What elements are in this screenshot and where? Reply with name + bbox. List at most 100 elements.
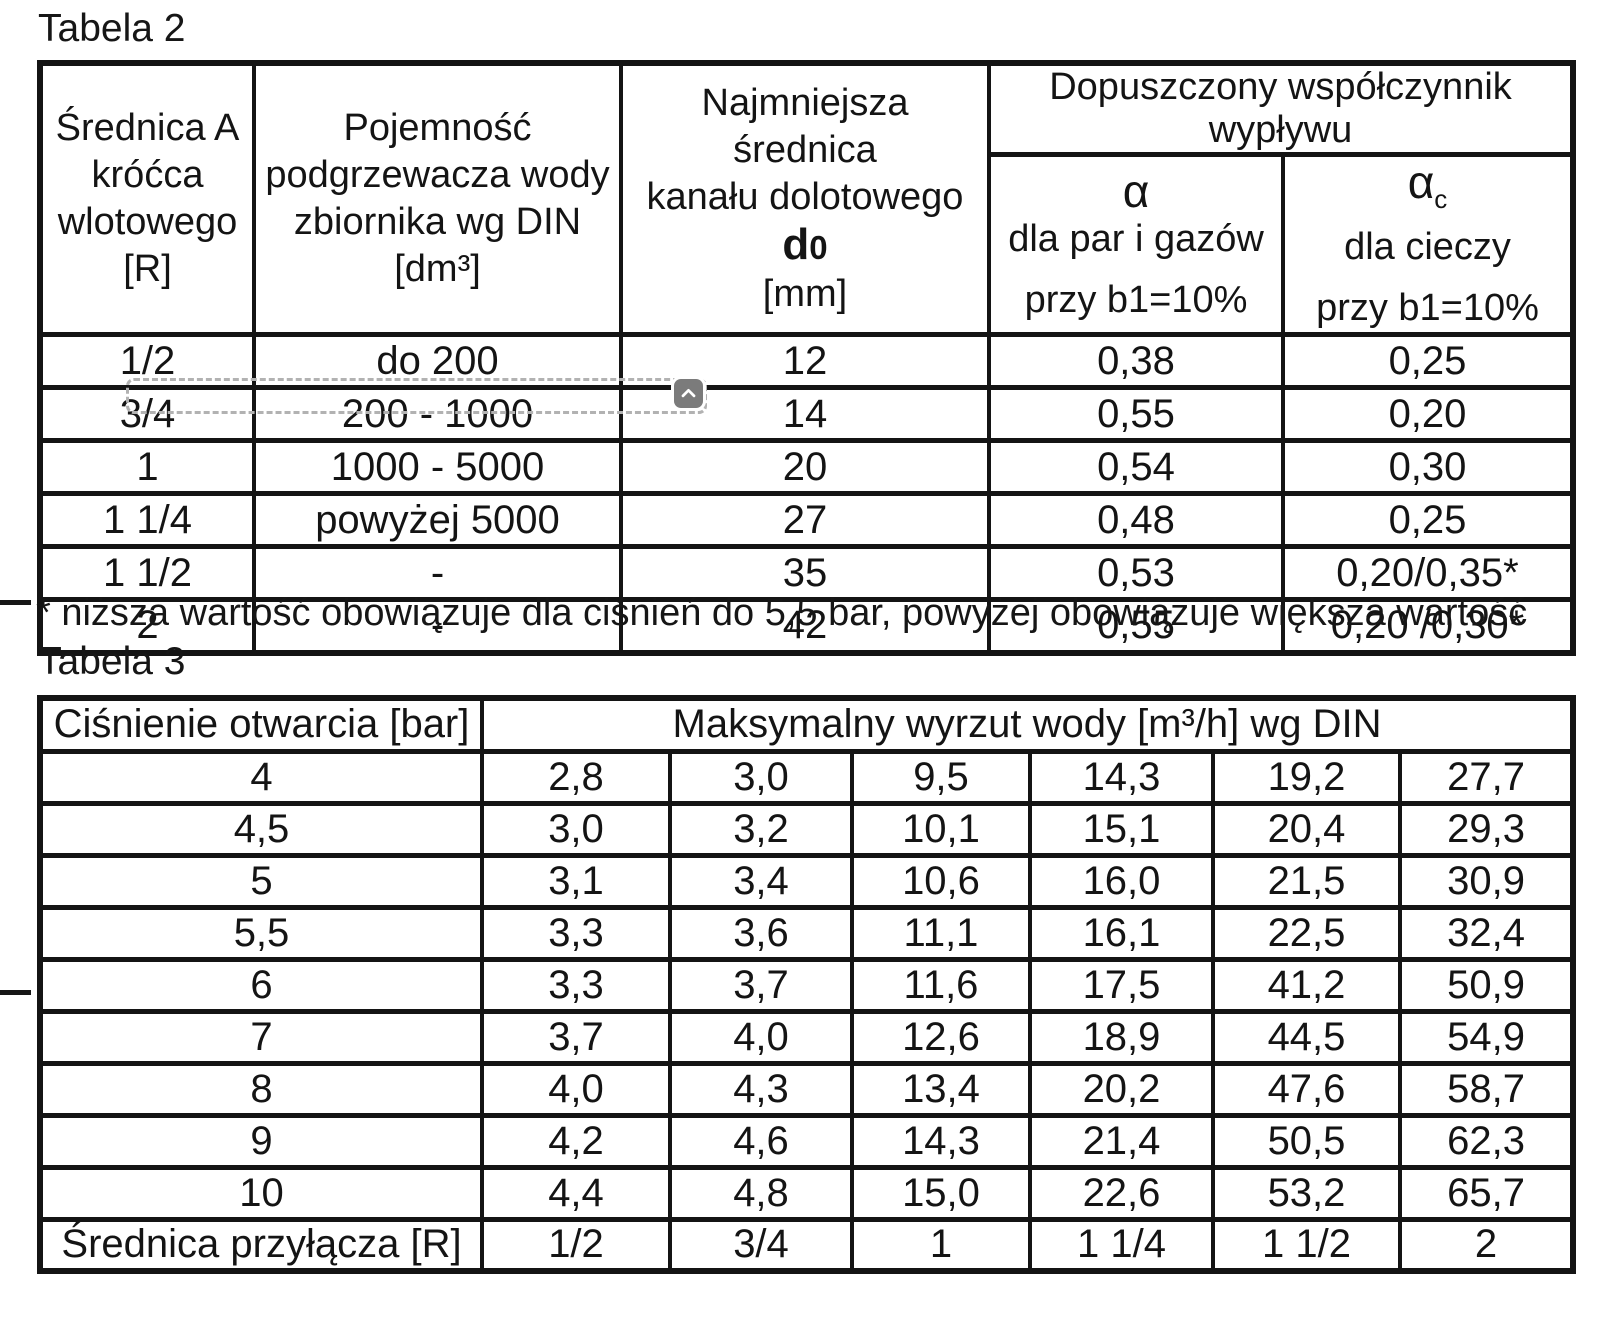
t3-cell: 11,6 bbox=[850, 956, 1032, 1014]
alpha-symbol: α bbox=[1122, 164, 1150, 217]
t3-cell: 65,7 bbox=[1397, 1164, 1576, 1222]
t3-cell: 3,0 bbox=[480, 800, 672, 858]
table2-header-row-1: Średnica A króćca wlotowego [R] Pojemnoś… bbox=[38, 60, 1575, 338]
t2-cell: 1000 - 5000 bbox=[252, 438, 623, 497]
t3-cell: 4,2 bbox=[480, 1112, 672, 1170]
t3-cell: 22,5 bbox=[1211, 904, 1402, 962]
t3-cell: 3,3 bbox=[480, 956, 672, 1014]
t3-cell: 13,4 bbox=[850, 1060, 1032, 1118]
t3-row: 10 4,4 4,8 15,0 22,6 53,2 65,7 bbox=[38, 1164, 1576, 1222]
t2-cell: 0,20 /0,30* bbox=[1281, 597, 1575, 656]
t2-cell: 1/2 bbox=[38, 332, 256, 391]
t3-cell: 5 bbox=[38, 852, 484, 910]
t3-cell: 4,6 bbox=[668, 1112, 854, 1170]
margin-tick-mark bbox=[0, 990, 31, 995]
t3-cell: 1 1/4 bbox=[1028, 1216, 1215, 1274]
t3-row: 7 3,7 4,0 12,6 18,9 44,5 54,9 bbox=[38, 1008, 1576, 1066]
t3-cell: 12,6 bbox=[850, 1008, 1032, 1066]
t3-cell: 2 bbox=[1397, 1216, 1576, 1274]
t2-cell: 0,54 bbox=[987, 438, 1285, 497]
table2: Średnica A króćca wlotowego [R] Pojemnoś… bbox=[37, 60, 1576, 656]
t3-cell: 54,9 bbox=[1397, 1008, 1576, 1066]
t3-cell: 3,6 bbox=[668, 904, 854, 962]
table2-header-row-2: α dla par i gazów przy b1=10% αc dla cie… bbox=[40, 151, 1575, 338]
t3-cell: 9,5 bbox=[850, 748, 1032, 806]
t2-cell: do 200 bbox=[252, 332, 623, 391]
t3-cell: 1 1/2 bbox=[1211, 1216, 1402, 1274]
t3-cell: 1 bbox=[850, 1216, 1032, 1274]
t2-row-selected: 1 1000 - 5000 20 0,54 0,30 bbox=[38, 438, 1575, 497]
t2-header-min-diameter: Najmniejsza średnica kanału dolotowego d… bbox=[619, 60, 991, 338]
t2-cell: - bbox=[252, 544, 623, 603]
t3-cell: 3,2 bbox=[668, 800, 854, 858]
t3-cell: 3,4 bbox=[668, 852, 854, 910]
t3-cell: 21,5 bbox=[1211, 852, 1402, 910]
t3-cell: 44,5 bbox=[1211, 1008, 1402, 1066]
t3-cell: 4 bbox=[38, 748, 484, 806]
t3-cell: 10,6 bbox=[850, 852, 1032, 910]
t3-header-pressure: Ciśnienie otwarcia [bar] bbox=[38, 695, 484, 754]
t2-cell: 0,30 bbox=[1281, 438, 1575, 497]
t3-cell: 3/4 bbox=[668, 1216, 854, 1274]
t3-cell: 3,1 bbox=[480, 852, 672, 910]
t3-cell: 2,8 bbox=[480, 748, 672, 806]
t2-cell: powyżej 5000 bbox=[252, 491, 623, 550]
t2-header-capacity: Pojemność podgrzewacza wody zbiornika wg… bbox=[252, 60, 623, 338]
t3-row: 4,5 3,0 3,2 10,1 15,1 20,4 29,3 bbox=[38, 800, 1576, 858]
t3-cell: 53,2 bbox=[1211, 1164, 1402, 1222]
alpha-c-symbol: αc bbox=[1407, 156, 1448, 215]
t2-cell: 1 1/2 bbox=[38, 544, 256, 603]
t3-row-connection-diameter: Średnica przyłącza [R] 1/2 3/4 1 1 1/4 1… bbox=[38, 1216, 1576, 1274]
t3-cell: 6 bbox=[38, 956, 484, 1014]
t3-cell: 29,3 bbox=[1397, 800, 1576, 858]
t2-cell: 27 bbox=[619, 491, 991, 550]
t2-cell: 0,25 bbox=[1281, 491, 1575, 550]
t3-cell: 14,3 bbox=[850, 1112, 1032, 1170]
table3-header-row: Ciśnienie otwarcia [bar] Maksymalny wyrz… bbox=[38, 695, 1576, 754]
t3-cell: 27,7 bbox=[1397, 748, 1576, 806]
t3-cell: 20,2 bbox=[1028, 1060, 1215, 1118]
t2-row: 1 1/2 - 35 0,53 0,20/0,35* bbox=[38, 544, 1575, 603]
t2-row: 1/2 do 200 12 0,38 0,25 bbox=[38, 332, 1575, 391]
t2-cell: 20 bbox=[619, 438, 991, 497]
t3-cell: 50,5 bbox=[1211, 1112, 1402, 1170]
t3-cell: 4,3 bbox=[668, 1060, 854, 1118]
t3-cell: 4,4 bbox=[480, 1164, 672, 1222]
table2-title: Tabela 2 bbox=[38, 7, 186, 50]
t2-row: 2 - 42 0,55 0,20 /0,30* bbox=[38, 597, 1575, 656]
t3-cell: 16,0 bbox=[1028, 852, 1215, 910]
t3-cell: 14,3 bbox=[1028, 748, 1215, 806]
t2-cell: 3/4 bbox=[38, 385, 256, 444]
t3-cell: 5,5 bbox=[38, 904, 484, 962]
t2-cell: 0,48 bbox=[987, 491, 1285, 550]
t2-cell: 42 bbox=[619, 597, 991, 656]
t3-cell: 1/2 bbox=[480, 1216, 672, 1274]
t3-cell: 10,1 bbox=[850, 800, 1032, 858]
t2-cell: 0,20 bbox=[1281, 385, 1575, 444]
t3-cell: 9 bbox=[38, 1112, 484, 1170]
t3-cell: Średnica przyłącza [R] bbox=[38, 1216, 484, 1274]
t3-header-max-output: Maksymalny wyrzut wody [m³/h] wg DIN bbox=[479, 695, 1576, 754]
t2-cell: 0,20/0,35* bbox=[1281, 544, 1575, 603]
t3-row: 8 4,0 4,3 13,4 20,2 47,6 58,7 bbox=[38, 1060, 1576, 1118]
t3-cell: 21,4 bbox=[1028, 1112, 1215, 1170]
t3-cell: 4,8 bbox=[668, 1164, 854, 1222]
t2-cell: 2 bbox=[38, 597, 256, 656]
t3-cell: 22,6 bbox=[1028, 1164, 1215, 1222]
t3-cell: 17,5 bbox=[1028, 956, 1215, 1014]
t2-row: 3/4 200 - 1000 14 0,55 0,20 bbox=[38, 385, 1575, 444]
t3-cell: 3,0 bbox=[668, 748, 854, 806]
t3-cell: 18,9 bbox=[1028, 1008, 1215, 1066]
t3-cell: 62,3 bbox=[1397, 1112, 1576, 1170]
t2-header-alpha-gas: α dla par i gazów przy b1=10% bbox=[987, 151, 1285, 338]
t2-cell: 12 bbox=[619, 332, 991, 391]
t3-row: 5,5 3,3 3,6 11,1 16,1 22,5 32,4 bbox=[38, 904, 1576, 962]
collapse-row-button[interactable] bbox=[674, 379, 703, 408]
t2-header-alpha-liquid: αc dla cieczy przy b1=10% bbox=[1281, 151, 1575, 338]
t3-cell: 8 bbox=[38, 1060, 484, 1118]
t3-cell: 15,0 bbox=[850, 1164, 1032, 1222]
t3-cell: 10 bbox=[38, 1164, 484, 1222]
t3-row: 6 3,3 3,7 11,6 17,5 41,2 50,9 bbox=[38, 956, 1576, 1014]
t3-cell: 41,2 bbox=[1211, 956, 1402, 1014]
t2-cell: 200 - 1000 bbox=[252, 385, 623, 444]
